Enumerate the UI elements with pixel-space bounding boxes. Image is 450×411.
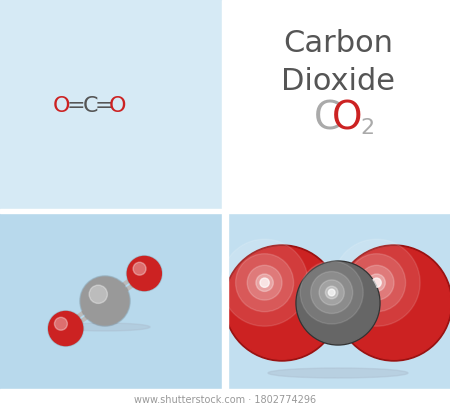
Text: O: O <box>109 96 127 116</box>
Circle shape <box>297 262 379 344</box>
Bar <box>0 0 223 211</box>
Text: www.shutterstock.com · 1802774296: www.shutterstock.com · 1802774296 <box>134 395 316 405</box>
Text: C: C <box>314 100 341 138</box>
Circle shape <box>328 289 335 296</box>
Circle shape <box>127 256 161 291</box>
Circle shape <box>221 239 308 326</box>
Text: Dioxide: Dioxide <box>281 67 395 95</box>
Circle shape <box>54 317 68 330</box>
Bar <box>0 389 450 411</box>
Text: O: O <box>53 96 71 116</box>
Circle shape <box>260 278 269 287</box>
Circle shape <box>236 254 293 312</box>
Circle shape <box>247 265 282 300</box>
Circle shape <box>325 286 338 299</box>
Circle shape <box>368 274 385 291</box>
Bar <box>0 209 450 213</box>
Bar <box>227 211 450 389</box>
Ellipse shape <box>60 323 150 331</box>
Text: C: C <box>82 96 98 116</box>
Circle shape <box>81 277 129 325</box>
Text: Carbon: Carbon <box>283 28 393 58</box>
Circle shape <box>224 245 340 361</box>
Circle shape <box>226 247 338 359</box>
Bar <box>227 0 450 211</box>
Circle shape <box>338 247 450 359</box>
Circle shape <box>333 239 420 326</box>
Text: 2: 2 <box>360 118 374 138</box>
Bar <box>222 0 228 411</box>
Text: =: = <box>94 96 113 116</box>
Text: =: = <box>67 96 86 116</box>
Circle shape <box>48 311 84 346</box>
Circle shape <box>80 276 130 326</box>
Circle shape <box>89 285 108 303</box>
Circle shape <box>372 278 381 287</box>
Circle shape <box>310 272 353 314</box>
Circle shape <box>256 274 273 291</box>
Circle shape <box>133 262 146 275</box>
Circle shape <box>49 312 83 346</box>
Circle shape <box>347 254 405 312</box>
Circle shape <box>296 261 380 345</box>
Bar <box>0 211 223 389</box>
Text: O: O <box>332 100 362 138</box>
Circle shape <box>359 265 394 300</box>
Ellipse shape <box>268 368 408 378</box>
Circle shape <box>300 261 363 324</box>
Circle shape <box>126 256 162 291</box>
Circle shape <box>336 245 450 361</box>
Circle shape <box>319 280 344 305</box>
